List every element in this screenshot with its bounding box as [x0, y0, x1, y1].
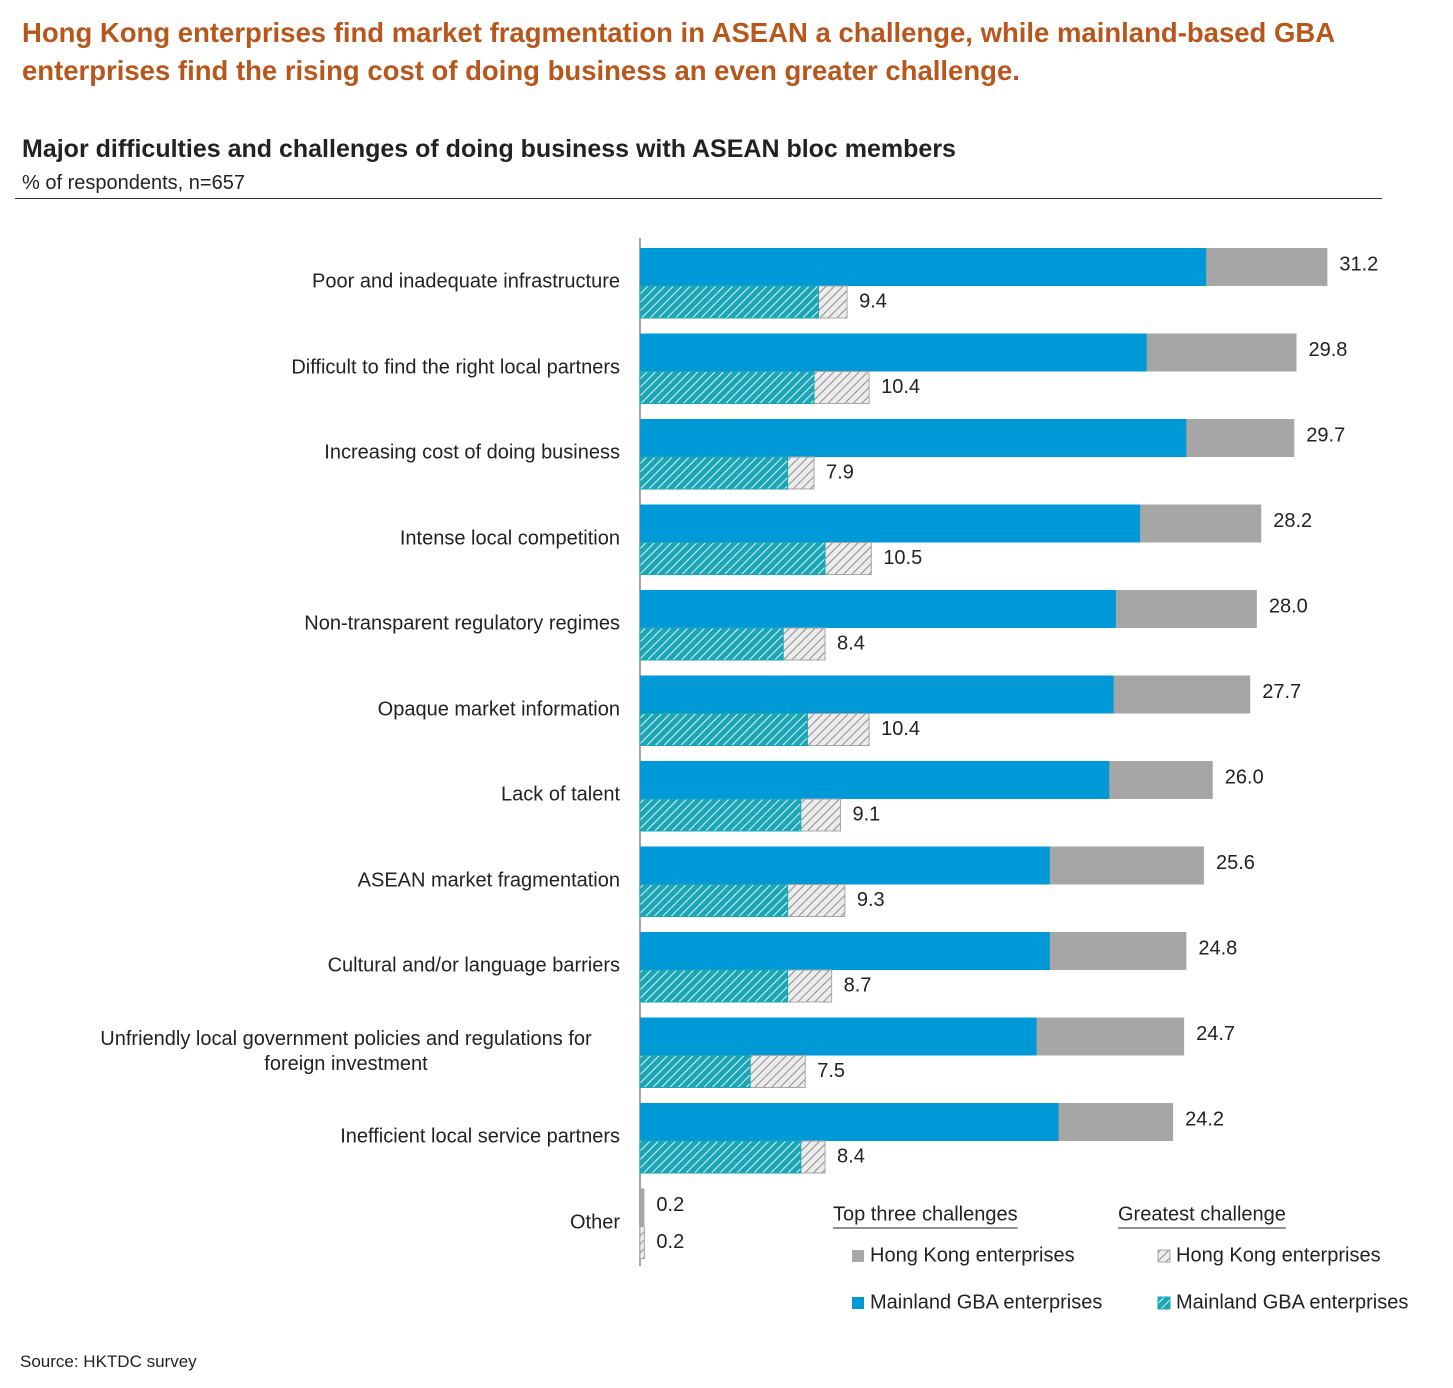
bar	[640, 675, 1114, 714]
bar	[639, 285, 819, 319]
value-label: 28.2	[1273, 510, 1312, 532]
value-label: 9.1	[852, 803, 880, 825]
bar	[639, 1055, 751, 1088]
category-label: Inefficient local service partners	[340, 1125, 620, 1148]
category-label: Difficult to find the right local partne…	[291, 356, 620, 378]
bar	[640, 1188, 645, 1227]
value-label: 10.5	[883, 547, 922, 569]
value-label: 0.2	[656, 1231, 684, 1253]
category-label: Non-transparent regulatory regimes	[304, 612, 620, 635]
value-label: 8.4	[837, 632, 865, 654]
category-label: Intense local competition	[399, 527, 620, 549]
legend-label: Hong Kong enterprises	[1176, 1244, 1381, 1266]
bar	[639, 542, 826, 575]
bar	[640, 419, 1187, 457]
category-label-box: Poor and inadequate infrastructure	[312, 270, 620, 295]
value-label: 29.8	[1308, 339, 1347, 361]
value-label: 0.2	[656, 1194, 684, 1216]
bar	[639, 884, 789, 917]
value-label: 8.4	[837, 1145, 865, 1167]
legend-group-title: Greatest challenge	[1118, 1203, 1286, 1225]
category-label: Opaque market information	[377, 698, 620, 720]
bar	[640, 846, 1050, 885]
category-label: Unfriendly local government policies and…	[100, 1027, 592, 1075]
value-label: 26.0	[1225, 766, 1264, 788]
category-label-box: Intense local competition	[400, 526, 620, 551]
value-label: 7.5	[817, 1060, 845, 1082]
legend-swatch	[852, 1297, 864, 1309]
bar	[639, 798, 802, 832]
category-label: Other	[569, 1211, 620, 1233]
bar	[640, 504, 1141, 543]
value-label: 27.7	[1262, 681, 1301, 703]
legend-swatch	[1157, 1296, 1171, 1310]
value-label: 25.6	[1216, 852, 1255, 874]
bar	[640, 1103, 1059, 1141]
value-label: 24.7	[1196, 1023, 1235, 1045]
legend-group-title: Top three challenges	[833, 1203, 1018, 1225]
category-label-box: Cultural and/or language barriers	[328, 954, 620, 979]
category-label-box: Other	[570, 1210, 620, 1235]
bar	[640, 333, 1147, 372]
category-label-box: Lack of talent	[501, 783, 620, 808]
value-label: 8.7	[844, 974, 872, 996]
value-label: 9.3	[857, 889, 885, 911]
value-label: 24.8	[1198, 937, 1237, 959]
value-label: 10.4	[881, 376, 920, 398]
value-label: 10.4	[881, 718, 920, 740]
category-label-box: Opaque market information	[378, 697, 620, 722]
unit-note: % of respondents, n=657	[22, 172, 245, 194]
category-label: Cultural and/or language barriers	[327, 954, 620, 977]
chart-subtitle: Major difficulties and challenges of doi…	[22, 135, 956, 163]
category-label: Poor and inadequate infrastructure	[312, 270, 620, 293]
category-label-box: Unfriendly local government policies and…	[72, 1027, 620, 1077]
bar	[640, 761, 1110, 799]
category-label-box: ASEAN market fragmentation	[358, 868, 620, 893]
legend-label: Hong Kong enterprises	[870, 1244, 1075, 1266]
value-label: 29.7	[1306, 424, 1345, 446]
bar	[639, 456, 789, 490]
bar	[639, 371, 815, 404]
value-label: 24.2	[1185, 1108, 1224, 1130]
bar	[640, 590, 1116, 628]
legend-label: Mainland GBA enterprises	[870, 1291, 1102, 1313]
bar	[640, 248, 1207, 286]
bar	[639, 1140, 802, 1174]
value-label: 31.2	[1339, 253, 1378, 275]
divider	[15, 198, 1382, 199]
chart-title: Hong Kong enterprises find market fragme…	[22, 17, 1335, 86]
bar	[639, 627, 784, 661]
bar	[640, 1017, 1037, 1056]
value-label: 7.9	[826, 461, 854, 483]
category-label: Lack of talent	[501, 783, 620, 806]
value-label: 9.4	[859, 290, 887, 312]
bar	[640, 932, 1050, 970]
category-label-box: Non-transparent regulatory regimes	[304, 612, 620, 637]
category-label-box: Increasing cost of doing business	[324, 441, 620, 466]
category-label: Increasing cost of doing business	[324, 441, 620, 464]
bar	[639, 969, 789, 1003]
bar	[639, 1226, 645, 1259]
value-label: 28.0	[1269, 595, 1308, 617]
legend-label: Mainland GBA enterprises	[1176, 1291, 1408, 1313]
category-label-box: Inefficient local service partners	[340, 1125, 620, 1150]
category-label-box: Difficult to find the right local partne…	[291, 355, 620, 380]
legend-swatch	[1157, 1249, 1171, 1263]
bar	[639, 713, 808, 746]
category-label: ASEAN market fragmentation	[357, 869, 620, 891]
legend-swatch	[852, 1250, 864, 1262]
source-note: Source: HKTDC survey	[20, 1352, 197, 1371]
